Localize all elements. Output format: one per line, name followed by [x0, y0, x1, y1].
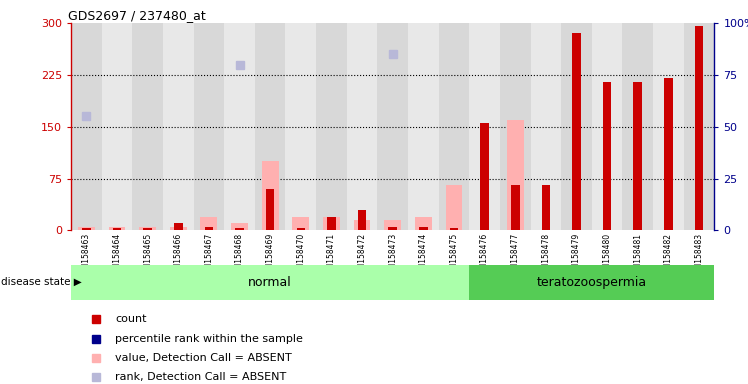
Bar [415, 217, 432, 230]
Bar [170, 227, 187, 230]
Bar [500, 23, 530, 230]
Bar [388, 227, 397, 230]
Bar [113, 228, 121, 230]
Bar [200, 217, 218, 230]
Text: rank, Detection Call = ABSENT: rank, Detection Call = ABSENT [115, 372, 286, 382]
Bar [231, 223, 248, 230]
Text: value, Detection Call = ABSENT: value, Detection Call = ABSENT [115, 353, 292, 363]
Bar [384, 220, 401, 230]
Bar [469, 265, 714, 300]
Bar [469, 23, 500, 230]
Text: GDS2697 / 237480_at: GDS2697 / 237480_at [68, 9, 206, 22]
Bar [354, 220, 370, 230]
Bar [419, 227, 428, 230]
Text: teratozoospermia: teratozoospermia [537, 276, 647, 289]
Bar [664, 78, 672, 230]
Bar [296, 228, 305, 230]
Bar [224, 23, 255, 230]
Bar [347, 23, 378, 230]
Bar [408, 23, 438, 230]
Bar [446, 185, 462, 230]
Bar [144, 228, 152, 230]
Bar [71, 23, 102, 230]
Bar [132, 23, 163, 230]
Bar [653, 23, 684, 230]
Bar [684, 23, 714, 230]
Text: normal: normal [248, 276, 292, 289]
Bar [622, 23, 653, 230]
Bar [323, 217, 340, 230]
Text: count: count [115, 314, 147, 324]
Bar [378, 23, 408, 230]
Bar [71, 265, 469, 300]
Bar [530, 23, 561, 230]
Bar [292, 217, 309, 230]
Text: disease state ▶: disease state ▶ [1, 277, 82, 287]
Bar [108, 227, 126, 230]
Bar [194, 23, 224, 230]
Bar [438, 23, 469, 230]
Bar [163, 23, 194, 230]
Bar [542, 185, 550, 230]
Bar [205, 227, 213, 230]
Bar [174, 223, 183, 230]
Bar [358, 210, 367, 230]
Bar [316, 23, 347, 230]
Bar [139, 227, 156, 230]
Bar [262, 161, 278, 230]
Bar [561, 23, 592, 230]
Bar [78, 227, 95, 230]
Bar [327, 217, 336, 230]
Bar [236, 228, 244, 230]
Bar [286, 23, 316, 230]
Bar [480, 123, 489, 230]
Bar [572, 33, 580, 230]
Bar [82, 228, 91, 230]
Bar [266, 189, 275, 230]
Bar [695, 26, 703, 230]
Bar [592, 23, 622, 230]
Bar [507, 120, 524, 230]
Bar [511, 185, 520, 230]
Bar [102, 23, 132, 230]
Bar [255, 23, 286, 230]
Bar [603, 82, 611, 230]
Bar [634, 82, 642, 230]
Text: percentile rank within the sample: percentile rank within the sample [115, 334, 303, 344]
Bar [450, 228, 459, 230]
